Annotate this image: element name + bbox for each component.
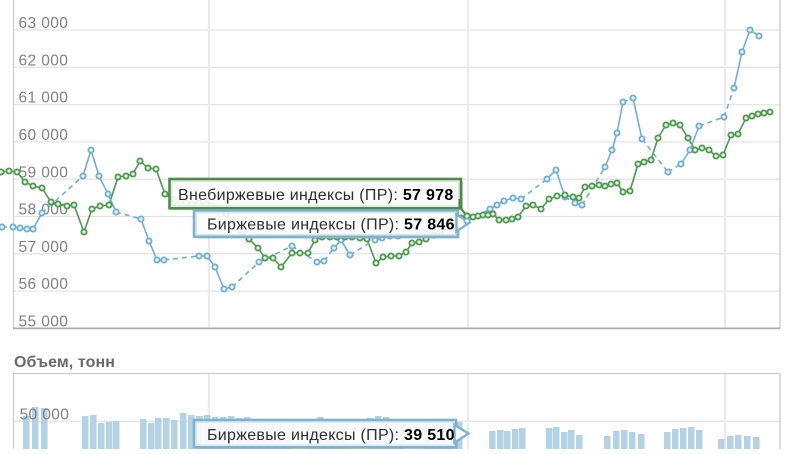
svg-text:56 000: 56 000: [19, 276, 69, 293]
svg-text:50 000: 50 000: [20, 406, 70, 423]
svg-text:60 000: 60 000: [19, 127, 69, 144]
svg-text:Биржевые индексы (ПР): 39 510: Биржевые индексы (ПР): 39 510: [207, 427, 455, 444]
svg-text:63 000: 63 000: [19, 15, 69, 32]
svg-text:Объем, тонн: Объем, тонн: [14, 354, 115, 371]
svg-text:57 000: 57 000: [19, 239, 69, 256]
svg-text:59 000: 59 000: [19, 164, 69, 181]
svg-text:55 000: 55 000: [19, 314, 69, 331]
svg-text:62 000: 62 000: [19, 52, 69, 69]
svg-text:Внебиржевые индексы (ПР): 57 9: Внебиржевые индексы (ПР): 57 978: [178, 187, 454, 204]
svg-text:Биржевые индексы (ПР): 57 846: Биржевые индексы (ПР): 57 846: [207, 216, 455, 233]
svg-text:61 000: 61 000: [19, 90, 69, 107]
